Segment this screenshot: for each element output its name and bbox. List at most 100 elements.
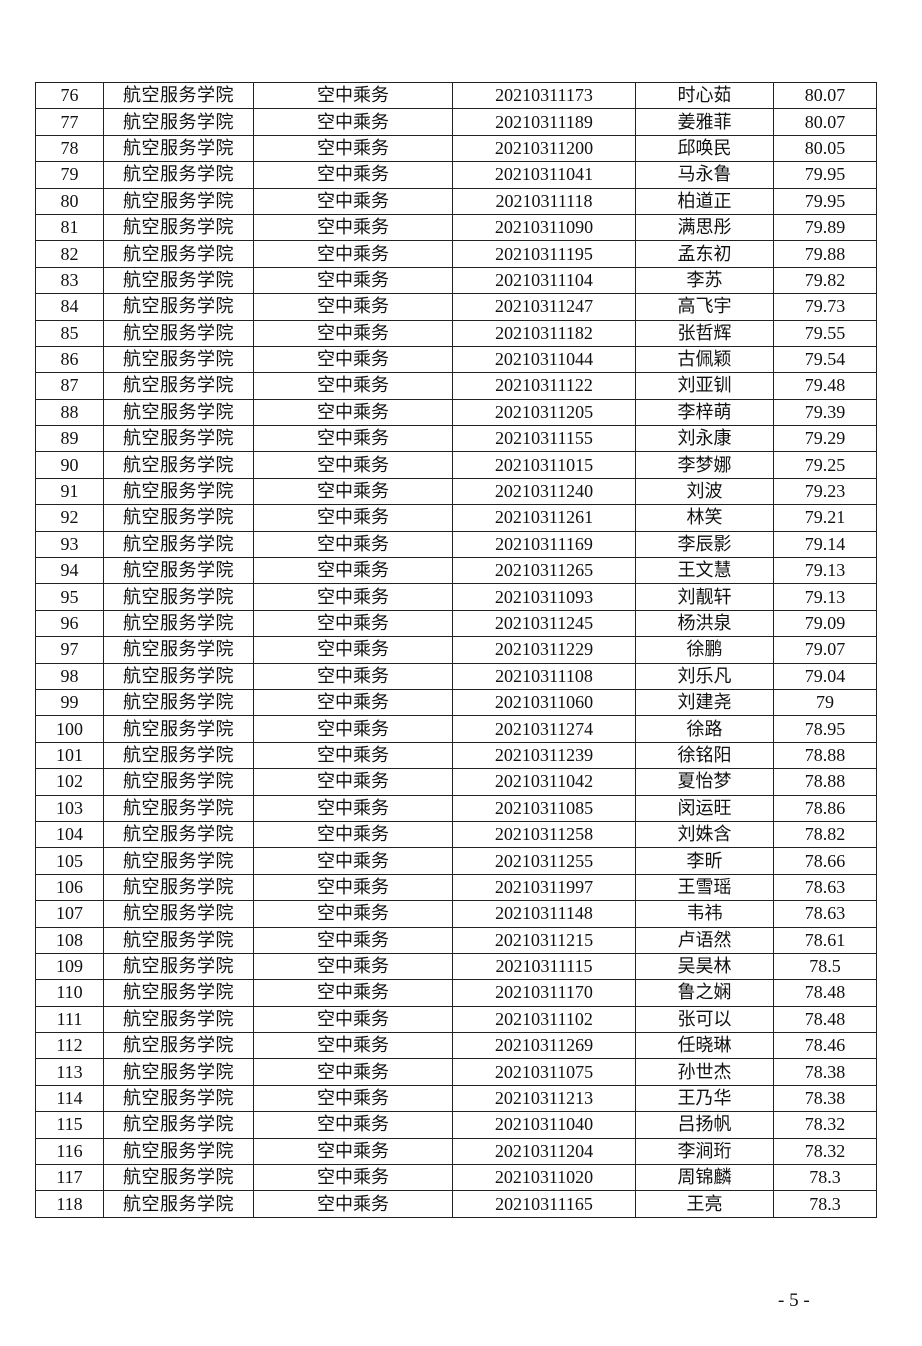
major-cell: 空中乘务 bbox=[253, 662, 453, 690]
college-cell: 航空服务学院 bbox=[103, 1190, 254, 1218]
name-cell: 杨洪泉 bbox=[635, 609, 774, 638]
student-id-cell: 20210311245 bbox=[452, 609, 636, 638]
score-cell: 78.63 bbox=[773, 873, 877, 902]
score-cell: 78.38 bbox=[773, 1058, 877, 1086]
rank-cell: 78 bbox=[35, 134, 104, 163]
major-cell: 空中乘务 bbox=[253, 1190, 453, 1218]
table-row: 91 航空服务学院 空中乘务 20210311240 刘波 79.23 bbox=[35, 477, 877, 506]
table-row: 85 航空服务学院 空中乘务 20210311182 张哲辉 79.55 bbox=[35, 319, 877, 347]
major-cell: 空中乘务 bbox=[253, 81, 453, 110]
rank-cell: 113 bbox=[35, 1058, 104, 1086]
score-cell: 78.5 bbox=[773, 952, 877, 981]
college-cell: 航空服务学院 bbox=[103, 873, 254, 902]
table-row: 82 航空服务学院 空中乘务 20210311195 孟东初 79.88 bbox=[35, 240, 877, 268]
student-id-cell: 20210311229 bbox=[452, 636, 636, 664]
college-cell: 航空服务学院 bbox=[103, 187, 254, 215]
student-id-cell: 20210311148 bbox=[452, 900, 636, 928]
major-cell: 空中乘务 bbox=[253, 345, 453, 374]
major-cell: 空中乘务 bbox=[253, 504, 453, 532]
major-cell: 空中乘务 bbox=[253, 952, 453, 981]
score-cell: 79.54 bbox=[773, 345, 877, 374]
major-cell: 空中乘务 bbox=[253, 293, 453, 321]
student-id-cell: 20210311261 bbox=[452, 504, 636, 532]
major-cell: 空中乘务 bbox=[253, 134, 453, 163]
score-cell: 79.73 bbox=[773, 293, 877, 321]
name-cell: 闵运旺 bbox=[635, 794, 774, 822]
college-cell: 航空服务学院 bbox=[103, 926, 254, 954]
student-id-cell: 20210311102 bbox=[452, 1005, 636, 1034]
name-cell: 任晓琳 bbox=[635, 1032, 774, 1060]
score-cell: 78.88 bbox=[773, 768, 877, 796]
score-cell: 79.95 bbox=[773, 187, 877, 215]
score-cell: 78.88 bbox=[773, 741, 877, 770]
rank-cell: 81 bbox=[35, 213, 104, 242]
name-cell: 李辰影 bbox=[635, 530, 774, 559]
college-cell: 航空服务学院 bbox=[103, 662, 254, 690]
student-id-cell: 20210311182 bbox=[452, 319, 636, 347]
table-row: 108 航空服务学院 空中乘务 20210311215 卢语然 78.61 bbox=[35, 926, 877, 954]
student-id-cell: 20210311247 bbox=[452, 293, 636, 321]
name-cell: 时心茹 bbox=[635, 81, 774, 110]
table-row: 83 航空服务学院 空中乘务 20210311104 李苏 79.82 bbox=[35, 266, 877, 295]
table-row: 107 航空服务学院 空中乘务 20210311148 韦祎 78.63 bbox=[35, 900, 877, 928]
college-cell: 航空服务学院 bbox=[103, 979, 254, 1007]
score-cell: 79.95 bbox=[773, 161, 877, 189]
major-cell: 空中乘务 bbox=[253, 741, 453, 770]
name-cell: 刘建尧 bbox=[635, 688, 774, 717]
score-table: 76 航空服务学院 空中乘务 20210311173 时心茹 80.07 77 航空服务学院空… bbox=[35, 81, 877, 1218]
major-cell: 空中乘务 bbox=[253, 636, 453, 664]
score-cell: 78.48 bbox=[773, 979, 877, 1007]
name-cell: 古佩颖 bbox=[635, 345, 774, 374]
rank-cell: 96 bbox=[35, 609, 104, 638]
table-row: 97 航空服务学院 空中乘务 20210311229 徐鹏 79.07 bbox=[35, 636, 877, 664]
rank-cell: 86 bbox=[35, 345, 104, 374]
college-cell: 航空服务学院 bbox=[103, 583, 254, 611]
major-cell: 空中乘务 bbox=[253, 688, 453, 717]
major-cell: 空中乘务 bbox=[253, 847, 453, 875]
score-cell: 79.04 bbox=[773, 662, 877, 690]
page-number: - 5 - bbox=[778, 1290, 810, 1311]
score-cell: 80.07 bbox=[773, 81, 877, 110]
name-cell: 柏道正 bbox=[635, 187, 774, 215]
score-cell: 80.07 bbox=[773, 108, 877, 136]
rank-cell: 97 bbox=[35, 636, 104, 664]
major-cell: 空中乘务 bbox=[253, 161, 453, 189]
score-cell: 79.23 bbox=[773, 477, 877, 506]
name-cell: 刘乐凡 bbox=[635, 662, 774, 690]
name-cell: 王雪瑶 bbox=[635, 873, 774, 902]
college-cell: 航空服务学院 bbox=[103, 557, 254, 585]
rank-cell: 118 bbox=[35, 1190, 104, 1218]
major-cell: 空中乘务 bbox=[253, 873, 453, 902]
student-id-cell: 20210311240 bbox=[452, 477, 636, 506]
college-cell: 航空服务学院 bbox=[103, 820, 254, 849]
rank-cell: 116 bbox=[35, 1137, 104, 1166]
score-cell: 78.82 bbox=[773, 820, 877, 849]
major-cell: 空中乘务 bbox=[253, 583, 453, 611]
rank-cell: 91 bbox=[35, 477, 104, 506]
student-id-cell: 20210311204 bbox=[452, 1137, 636, 1166]
college-cell: 航空服务学院 bbox=[103, 451, 254, 479]
name-cell: 王文慧 bbox=[635, 557, 774, 585]
table-row: 92 航空服务学院 空中乘务 20210311261 林笑 79.21 bbox=[35, 504, 877, 532]
score-cell: 79.09 bbox=[773, 609, 877, 638]
rank-cell: 107 bbox=[35, 900, 104, 928]
table-row: 105 航空服务学院 空中乘务 20210311255 李昕 78.66 bbox=[35, 847, 877, 875]
college-cell: 航空服务学院 bbox=[103, 768, 254, 796]
score-cell: 78.3 bbox=[773, 1190, 877, 1218]
table-row: 95 航空服务学院 空中乘务 20210311093 刘靓轩 79.13 bbox=[35, 583, 877, 611]
major-cell: 空中乘务 bbox=[253, 108, 453, 136]
table-row: 84 航空服务学院 空中乘务 20210311247 高飞宇 79.73 bbox=[35, 293, 877, 321]
name-cell: 韦祎 bbox=[635, 900, 774, 928]
table-row: 89 航空服务学院 空中乘务 20210311155 刘永康 79.29 bbox=[35, 425, 877, 453]
major-cell: 空中乘务 bbox=[253, 609, 453, 638]
college-cell: 航空服务学院 bbox=[103, 636, 254, 664]
score-cell: 78.32 bbox=[773, 1137, 877, 1166]
college-cell: 航空服务学院 bbox=[103, 504, 254, 532]
college-cell: 航空服务学院 bbox=[103, 900, 254, 928]
name-cell: 刘亚钏 bbox=[635, 372, 774, 400]
college-cell: 航空服务学院 bbox=[103, 161, 254, 189]
major-cell: 空中乘务 bbox=[253, 213, 453, 242]
major-cell: 空中乘务 bbox=[253, 1084, 453, 1113]
name-cell: 孟东初 bbox=[635, 240, 774, 268]
table-row: 77 航空服务学院 空中乘务 20210311189 姜雅菲 80.07 bbox=[35, 108, 877, 136]
